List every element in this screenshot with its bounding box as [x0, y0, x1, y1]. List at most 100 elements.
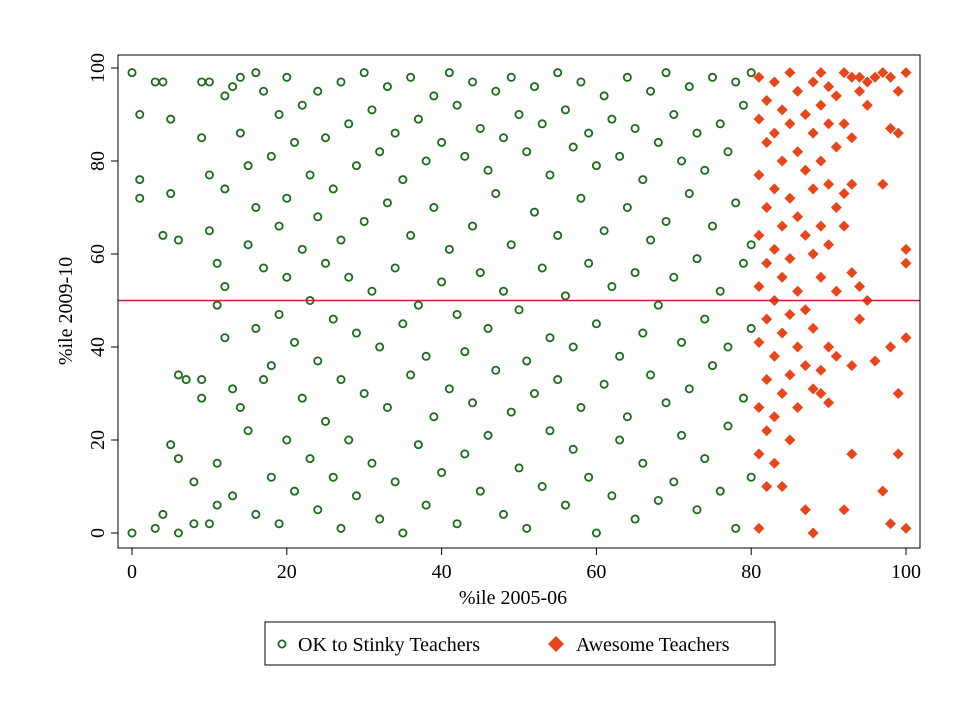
point-awesome	[768, 243, 780, 255]
point-ok-to-stinky	[738, 100, 748, 110]
point-ok-to-stinky	[367, 286, 377, 296]
point-ok-to-stinky	[560, 500, 570, 510]
point-ok-to-stinky	[452, 309, 462, 319]
point-ok-to-stinky	[576, 77, 586, 87]
point-ok-to-stinky	[158, 230, 168, 240]
point-awesome	[753, 113, 765, 125]
point-awesome	[768, 76, 780, 88]
point-ok-to-stinky	[708, 221, 718, 231]
point-ok-to-stinky	[313, 356, 323, 366]
point-ok-to-stinky	[259, 263, 269, 273]
point-ok-to-stinky	[537, 481, 547, 491]
point-awesome	[799, 164, 811, 176]
point-awesome	[900, 67, 912, 79]
point-ok-to-stinky	[522, 147, 532, 157]
point-ok-to-stinky	[591, 161, 601, 171]
point-ok-to-stinky	[166, 189, 176, 199]
point-ok-to-stinky	[375, 147, 385, 157]
point-awesome	[784, 192, 796, 204]
point-ok-to-stinky	[653, 300, 663, 310]
legend: OK to Stinky Teachers Awesome Teachers	[264, 621, 776, 666]
point-ok-to-stinky	[677, 337, 687, 347]
point-ok-to-stinky	[351, 328, 361, 338]
point-ok-to-stinky	[475, 123, 485, 133]
point-ok-to-stinky	[243, 240, 253, 250]
point-awesome	[900, 257, 912, 269]
point-ok-to-stinky	[251, 68, 261, 78]
point-ok-to-stinky	[499, 509, 509, 519]
point-awesome	[776, 481, 788, 492]
point-ok-to-stinky	[692, 505, 702, 515]
x-tick-label: 40	[432, 561, 452, 583]
axes: 0 20 40 60 80 100 0 20 40 60 80 100	[87, 53, 921, 583]
point-ok-to-stinky	[738, 258, 748, 268]
point-ok-to-stinky	[150, 77, 160, 87]
point-awesome	[761, 374, 773, 386]
point-ok-to-stinky	[421, 500, 431, 510]
point-ok-to-stinky	[475, 268, 485, 278]
point-ok-to-stinky	[529, 388, 539, 398]
plot-area	[118, 67, 920, 539]
point-ok-to-stinky	[646, 86, 656, 96]
point-awesome	[892, 127, 904, 139]
legend-label-awesome: Awesome Teachers	[576, 634, 730, 656]
point-awesome	[823, 397, 835, 409]
point-awesome	[846, 132, 858, 144]
point-ok-to-stinky	[553, 230, 563, 240]
point-awesome	[753, 71, 765, 83]
point-ok-to-stinky	[669, 110, 679, 120]
point-ok-to-stinky	[274, 309, 284, 319]
point-ok-to-stinky	[677, 156, 687, 166]
point-ok-to-stinky	[715, 486, 725, 496]
point-ok-to-stinky	[344, 119, 354, 129]
point-ok-to-stinky	[266, 361, 276, 371]
point-awesome	[838, 67, 850, 79]
point-ok-to-stinky	[529, 207, 539, 217]
point-ok-to-stinky	[653, 495, 663, 505]
point-awesome	[823, 341, 835, 353]
point-ok-to-stinky	[622, 412, 632, 422]
point-ok-to-stinky	[406, 230, 416, 240]
point-ok-to-stinky	[220, 282, 230, 292]
point-ok-to-stinky	[700, 454, 710, 464]
point-ok-to-stinky	[731, 77, 741, 87]
point-ok-to-stinky	[344, 272, 354, 282]
point-ok-to-stinky	[622, 202, 632, 212]
point-ok-to-stinky	[282, 72, 292, 82]
point-awesome	[776, 327, 788, 339]
point-ok-to-stinky	[320, 416, 330, 426]
point-ok-to-stinky	[692, 254, 702, 264]
point-ok-to-stinky	[560, 105, 570, 115]
point-ok-to-stinky	[568, 444, 578, 454]
point-ok-to-stinky	[282, 272, 292, 282]
point-ok-to-stinky	[173, 370, 183, 380]
point-awesome	[892, 388, 904, 399]
point-ok-to-stinky	[336, 77, 346, 87]
point-ok-to-stinky	[653, 137, 663, 147]
point-ok-to-stinky	[197, 375, 207, 385]
point-ok-to-stinky	[390, 477, 400, 487]
point-awesome	[823, 178, 835, 190]
point-awesome	[815, 364, 827, 376]
point-ok-to-stinky	[491, 86, 501, 96]
point-awesome	[830, 350, 842, 362]
point-ok-to-stinky	[545, 170, 555, 180]
point-ok-to-stinky	[336, 235, 346, 245]
point-ok-to-stinky	[204, 77, 214, 87]
point-awesome	[776, 271, 788, 283]
point-ok-to-stinky	[228, 491, 238, 501]
point-awesome	[807, 183, 819, 195]
point-ok-to-stinky	[313, 505, 323, 515]
point-awesome	[830, 202, 842, 213]
point-awesome	[753, 448, 765, 460]
point-ok-to-stinky	[266, 472, 276, 482]
point-ok-to-stinky	[545, 333, 555, 343]
point-ok-to-stinky	[568, 342, 578, 352]
point-ok-to-stinky	[158, 509, 168, 519]
point-awesome	[753, 336, 765, 348]
point-awesome	[838, 118, 850, 130]
point-ok-to-stinky	[290, 337, 300, 347]
point-awesome	[784, 67, 796, 79]
point-ok-to-stinky	[367, 458, 377, 468]
y-tick-label: 100	[87, 53, 109, 83]
